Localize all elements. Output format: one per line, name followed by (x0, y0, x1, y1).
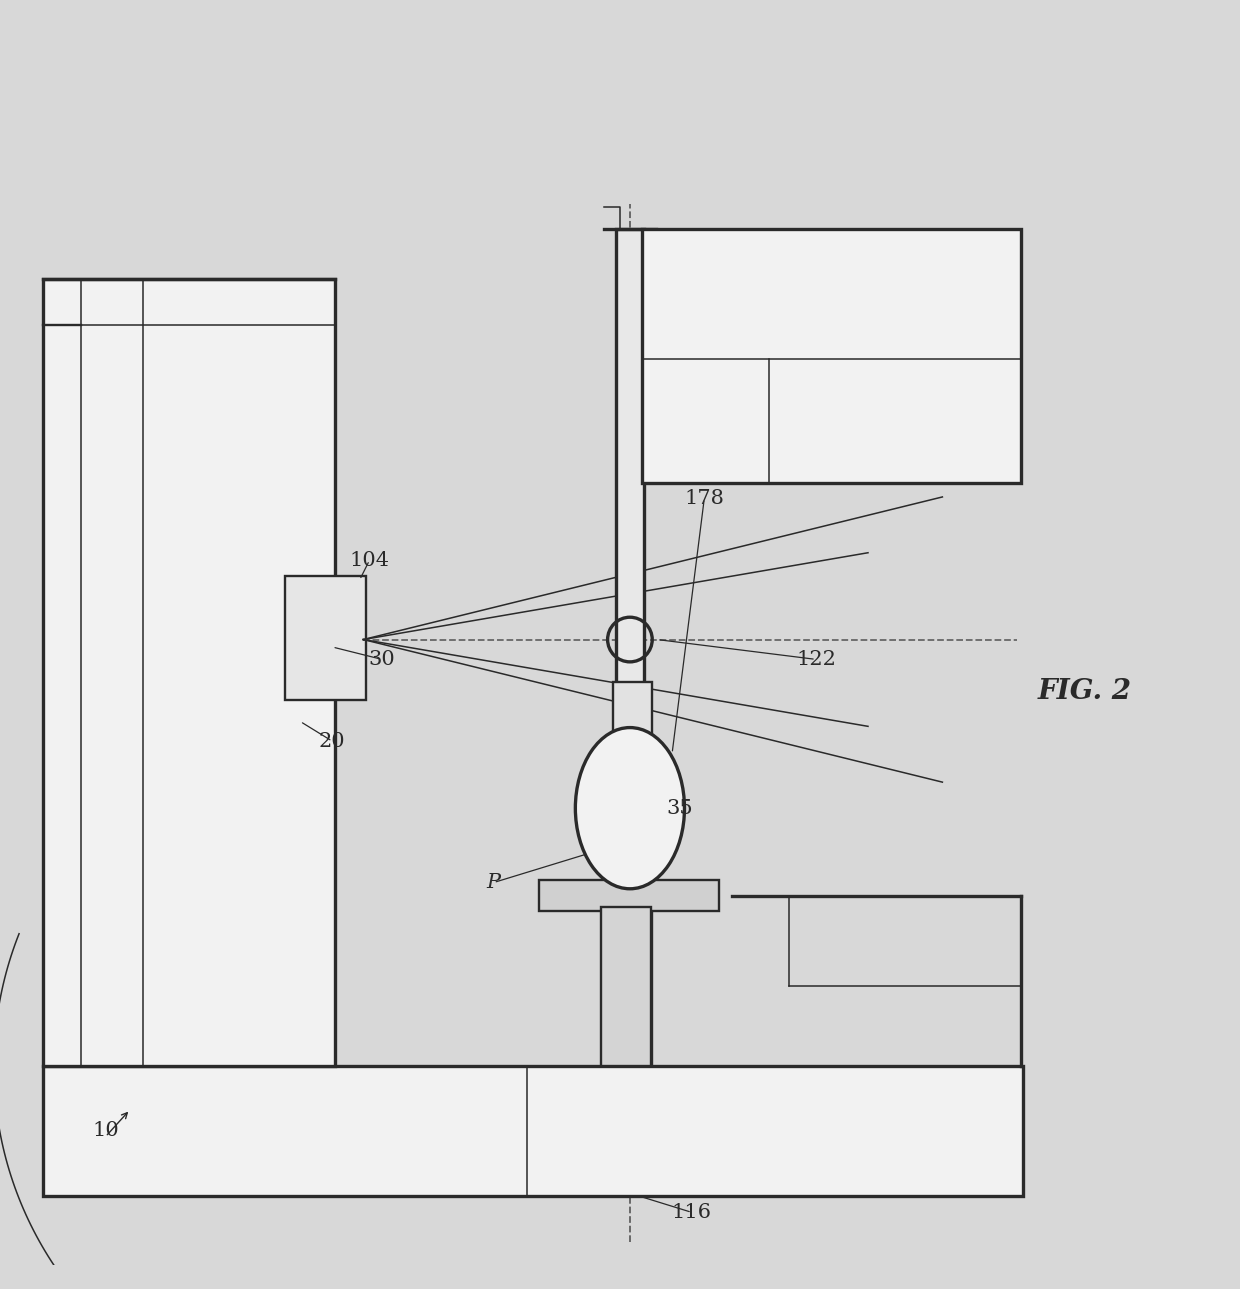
Bar (43, 278, 335, 1066)
Bar (601, 907, 651, 1066)
Text: 35: 35 (666, 799, 693, 817)
Text: 178: 178 (684, 489, 724, 508)
Bar (613, 682, 652, 1066)
Text: 20: 20 (319, 732, 346, 750)
Bar (43, 1066, 1023, 1196)
Text: P: P (486, 873, 501, 892)
Text: FIG. 2: FIG. 2 (1038, 678, 1132, 705)
Text: 122: 122 (796, 650, 836, 669)
Ellipse shape (575, 727, 684, 889)
Text: 10: 10 (92, 1121, 119, 1139)
Bar (539, 880, 719, 911)
Bar (616, 229, 644, 1053)
Text: 104: 104 (350, 550, 389, 570)
Text: 116: 116 (672, 1203, 712, 1222)
Text: 30: 30 (368, 650, 396, 669)
Bar (285, 576, 366, 700)
Bar (642, 229, 1021, 483)
